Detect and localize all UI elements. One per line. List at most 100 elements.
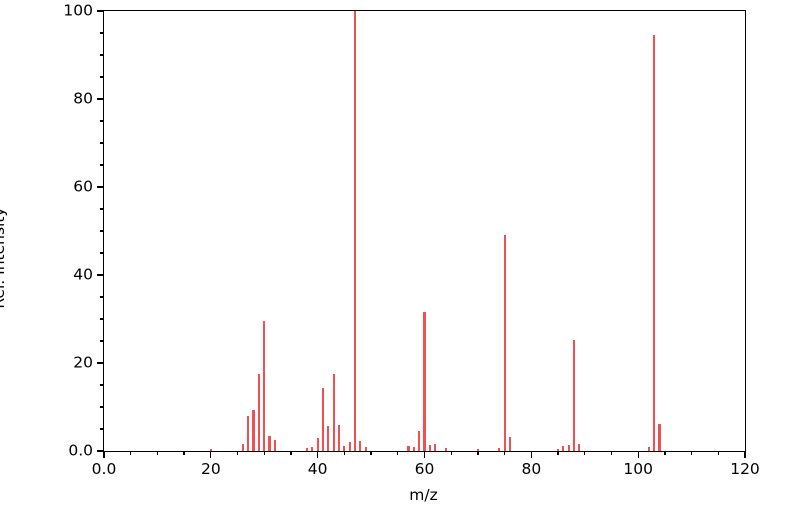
y-axis-tick-minor [100, 120, 104, 122]
x-axis-tick-major [423, 451, 426, 458]
spectrum-peak [337, 424, 341, 451]
y-axis-tick-minor [100, 76, 104, 78]
spectrum-peak [556, 448, 560, 451]
y-axis-tick-minor [100, 384, 104, 386]
x-axis-tick-major [103, 451, 105, 458]
y-axis-tick-label: 40 [73, 265, 93, 284]
y-axis-tick-minor [100, 340, 104, 342]
spectrum-peak [273, 440, 277, 451]
spectrum-peak [348, 442, 351, 451]
spectrum-peak [578, 444, 581, 451]
y-axis-tick-minor [100, 208, 104, 210]
x-axis-tick-major [637, 451, 639, 458]
spectrum-peak [305, 448, 309, 451]
x-axis-tick-minor [610, 451, 613, 455]
spectrum-peak [247, 415, 250, 451]
spectrum-peak [241, 443, 244, 451]
y-axis-tick-major [97, 186, 104, 188]
y-axis-tick-minor [100, 164, 104, 166]
spectrum-peak [412, 446, 415, 451]
spectrum-peak [498, 447, 501, 451]
y-axis-tick-minor [100, 252, 104, 254]
spectrum-peak [476, 448, 479, 451]
spectrum-peak [263, 320, 266, 451]
x-axis-tick-label: 120 [730, 460, 760, 478]
x-axis-tick-major [530, 451, 532, 458]
spectrum-peak [423, 311, 426, 451]
spectrum-peak [407, 445, 410, 451]
x-axis-tick-minor [343, 451, 346, 455]
x-axis-tick-minor [584, 451, 586, 455]
spectrum-peak [257, 374, 260, 451]
x-axis-tick-minor [557, 451, 559, 455]
y-axis-tick-label: 60 [73, 177, 93, 196]
spectrum-bars [104, 11, 745, 451]
y-axis-tick-major [97, 10, 104, 12]
y-axis-tick-minor [100, 318, 104, 320]
x-axis-tick-label: 40 [307, 460, 328, 478]
x-axis-tick-major [317, 451, 319, 458]
x-axis-tick-label: 20 [200, 460, 221, 478]
spectrum-peak [658, 424, 661, 451]
spectrum-peak [647, 446, 650, 451]
x-axis-tick-label: 80 [521, 460, 542, 478]
x-axis-title: m/z [409, 486, 438, 504]
spectrum-peak [327, 426, 330, 451]
spectrum-peak [252, 410, 255, 451]
x-axis-tick-minor [503, 451, 506, 455]
spectrum-peak [567, 445, 570, 451]
spectrum-peak [364, 447, 367, 451]
x-axis-tick-minor [263, 451, 265, 455]
y-axis-tick-major [97, 98, 104, 100]
y-axis-tick-minor [100, 32, 104, 34]
spectrum-peak [268, 435, 271, 451]
y-axis-tick-major [97, 362, 104, 364]
x-axis-tick-minor [717, 451, 719, 455]
spectrum-peak [311, 446, 314, 451]
x-axis-tick-major [744, 451, 746, 458]
spectrum-peak [562, 446, 565, 451]
y-axis-tick-major [97, 274, 104, 276]
x-axis-tick-minor [450, 451, 452, 455]
spectrum-peak [209, 448, 212, 451]
x-axis-tick-minor [397, 451, 399, 455]
spectrum-peak [343, 445, 346, 451]
spectrum-peak [428, 444, 431, 451]
x-axis-tick-minor [690, 451, 693, 455]
spectrum-peak [316, 438, 319, 451]
x-axis-tick-label: 60 [414, 460, 435, 478]
x-axis-tick-minor [290, 451, 292, 455]
x-axis-tick-minor [477, 451, 479, 455]
x-axis-tick-minor [370, 451, 372, 455]
y-axis-tick-label: 80 [73, 89, 93, 108]
y-axis-tick-minor [100, 428, 104, 430]
x-axis-tick-major [210, 451, 212, 458]
spectrum-peak [508, 437, 512, 451]
spectrum-peak [572, 339, 576, 451]
x-axis-tick-minor [664, 451, 666, 455]
y-axis-tick-label: 100 [63, 1, 93, 20]
x-axis-tick-label: 0.0 [91, 460, 117, 478]
y-axis-tick-major [97, 450, 104, 452]
spectrum-peak [321, 388, 325, 451]
spectrum-peak [359, 441, 362, 451]
y-axis-title: Rel. Intensity [0, 207, 9, 309]
spectrum-peak [353, 11, 357, 451]
spectrum-peak [503, 235, 506, 451]
x-axis-tick-minor [156, 451, 159, 455]
y-axis-tick-label: 20 [73, 353, 93, 372]
spectrum-peak [444, 448, 447, 451]
y-axis-tick-minor [100, 54, 104, 56]
x-axis-tick-label: 100 [623, 460, 653, 478]
x-axis-tick-minor [130, 451, 132, 455]
x-axis-tick-minor [183, 451, 185, 455]
y-axis-tick-minor [100, 230, 104, 232]
spectrum-peak [434, 443, 437, 451]
spectrum-peak [418, 430, 421, 451]
x-axis-tick-minor [236, 451, 239, 455]
plot-area: 0.0 20 40 60 80 100 0.0 20 40 60 80 100 120 [63, 3, 759, 477]
spectrum-peak [653, 35, 656, 451]
spectrum-peak [332, 374, 335, 451]
y-axis-tick-minor [100, 406, 104, 408]
